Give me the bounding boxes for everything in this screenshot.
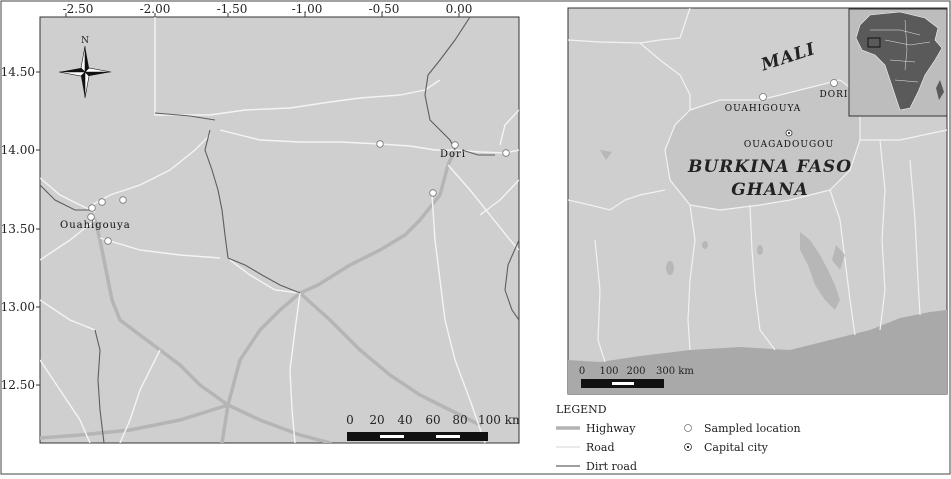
sample-point <box>98 198 106 206</box>
y-tick-label: 14.50 <box>1 65 35 79</box>
x-tick-label: -0.50 <box>369 2 400 16</box>
burkina-faso-region <box>665 80 860 210</box>
legend-highway-label: Highway <box>586 422 636 435</box>
left-map: Ouahigouya Dori N 0 20 40 <box>1 2 524 444</box>
right-scale-bar: 0 100 200 300 km <box>579 366 694 388</box>
left-x-axis-labels: -2.50 -2.00 -1.50 -1.00 -0.50 0.00 <box>63 2 473 16</box>
country-label-ghana: GHANA <box>731 180 809 200</box>
sample-point <box>429 189 437 197</box>
lakes <box>600 150 845 310</box>
left-map-land <box>39 16 520 444</box>
scale-label: 200 <box>626 366 645 377</box>
legend-title: LEGEND <box>556 403 607 416</box>
sample-point <box>502 149 510 157</box>
y-tick-label: 14.00 <box>1 143 35 157</box>
y-tick-label: 13.50 <box>1 222 35 236</box>
legend-capital-icon <box>684 443 692 451</box>
city-label-dori: DORI <box>820 90 849 100</box>
x-tick-label: 0.00 <box>446 2 473 16</box>
sample-point <box>759 93 767 101</box>
compass-rose-icon <box>58 45 112 99</box>
left-scale-bar: 0 20 40 60 80 100 km <box>346 413 524 441</box>
sample-point <box>104 237 112 245</box>
scale-label: 0 <box>346 413 354 427</box>
left-tick-marks <box>36 13 460 386</box>
x-tick-label: -2.50 <box>63 2 94 16</box>
city-label-ouahigouya: Ouahigouya <box>60 220 131 231</box>
city-label-ouahigouya: OUAHIGOUYA <box>725 104 802 114</box>
right-map: 0 100 200 300 km MALI BURKINA FASO GHANA… <box>567 7 948 395</box>
sample-point <box>451 141 459 149</box>
scale-label: 60 <box>425 413 440 427</box>
sample-point <box>87 213 95 221</box>
scale-label: 300 km <box>656 366 694 377</box>
legend-capital-label: Capital city <box>704 441 769 454</box>
scale-label: 100 km <box>478 413 524 427</box>
x-tick-label: -1.00 <box>292 2 323 16</box>
sample-point <box>830 79 838 87</box>
scale-label: 20 <box>369 413 384 427</box>
y-tick-label: 12.50 <box>1 378 35 392</box>
legend: LEGEND Highway Road Dirt road Sampled lo… <box>556 403 801 473</box>
y-tick-label: 13.00 <box>1 300 35 314</box>
sample-point <box>88 204 96 212</box>
sample-point <box>119 196 127 204</box>
scale-label: 80 <box>452 413 467 427</box>
legend-sampled-label: Sampled location <box>704 422 801 435</box>
left-dirt-roads <box>40 17 519 443</box>
north-label: N <box>81 36 89 46</box>
scale-label: 40 <box>397 413 412 427</box>
left-y-axis-labels: 14.50 14.00 13.50 13.00 12.50 <box>1 65 35 392</box>
left-sampled-locations <box>87 140 510 245</box>
x-tick-label: -2.00 <box>140 2 171 16</box>
legend-road-label: Road <box>586 441 615 454</box>
legend-sampled-icon <box>684 424 692 432</box>
legend-dirt-road-label: Dirt road <box>586 460 637 473</box>
scale-label: 0 <box>579 366 585 377</box>
africa-inset <box>848 8 947 117</box>
ocean <box>568 310 947 394</box>
country-borders <box>568 8 947 363</box>
right-sampled-locations <box>759 79 838 101</box>
capital-marker-icon <box>785 129 793 137</box>
city-label-ouagadougou: OUAGADOUGOU <box>744 140 834 150</box>
scale-label: 100 <box>599 366 618 377</box>
sample-point <box>376 140 384 148</box>
country-label-burkina-faso: BURKINA FASO <box>687 157 852 177</box>
city-label-dori: Dori <box>440 149 466 160</box>
x-tick-label: -1.50 <box>217 2 248 16</box>
